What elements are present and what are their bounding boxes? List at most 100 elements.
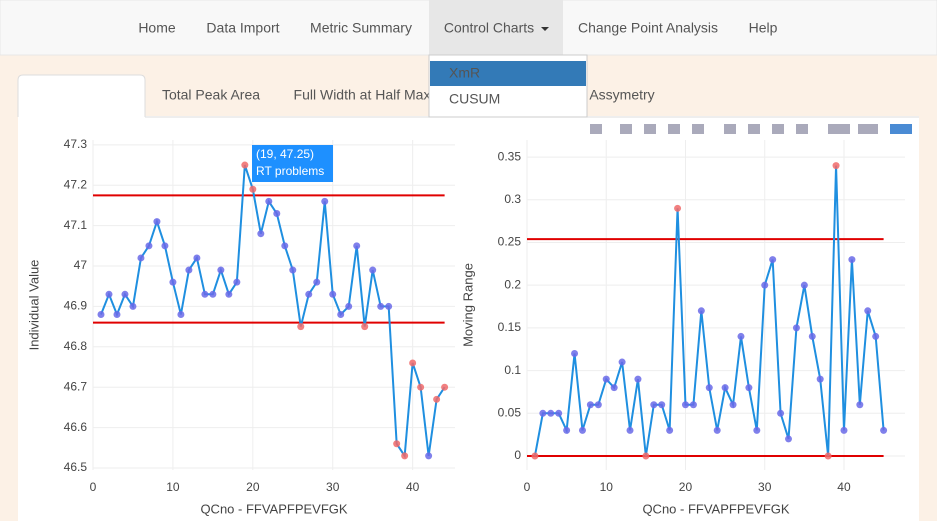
point[interactable] [185,266,193,274]
point[interactable] [689,401,697,409]
point[interactable] [201,290,209,298]
point[interactable] [401,452,409,460]
point[interactable] [602,375,610,383]
point[interactable] [153,218,161,226]
point[interactable] [618,358,626,366]
point[interactable] [441,383,449,391]
point[interactable] [177,310,185,318]
point[interactable] [225,290,233,298]
point[interactable] [169,278,177,286]
nav-item[interactable]: Change Point Analysis [578,20,718,36]
point[interactable] [713,426,721,434]
point[interactable] [610,384,618,392]
point[interactable] [121,290,129,298]
point[interactable] [353,242,361,250]
point[interactable] [840,426,848,434]
point[interactable] [233,278,241,286]
point[interactable] [297,323,305,331]
point[interactable] [241,161,249,169]
point[interactable] [674,204,682,212]
point[interactable] [265,197,273,205]
point[interactable] [737,332,745,340]
point[interactable] [800,281,808,289]
point[interactable] [393,440,401,448]
point[interactable] [578,426,586,434]
point[interactable] [417,383,425,391]
point[interactable] [697,307,705,315]
point[interactable] [808,332,816,340]
point[interactable] [137,254,145,262]
point[interactable] [872,332,880,340]
point[interactable] [658,401,666,409]
point[interactable] [305,290,313,298]
point[interactable] [634,375,642,383]
point[interactable] [377,302,385,310]
point[interactable] [848,256,856,264]
point[interactable] [273,210,281,218]
point[interactable] [369,266,377,274]
nav-item[interactable]: Data Import [206,20,279,36]
point[interactable] [785,435,793,443]
point[interactable] [745,384,753,392]
nav-item[interactable]: Home [138,20,176,36]
point[interactable] [249,185,257,193]
point[interactable] [816,375,824,383]
point[interactable] [666,426,674,434]
tab[interactable]: Full Width at Half Max [294,87,431,103]
point[interactable] [777,409,785,417]
tab[interactable]: Total Peak Area [162,87,260,103]
point[interactable] [586,401,594,409]
point[interactable] [856,401,864,409]
point[interactable] [769,256,777,264]
dropdown-item[interactable]: CUSUM [449,91,500,107]
point[interactable] [792,324,800,332]
point[interactable] [642,452,650,460]
point[interactable] [321,197,329,205]
point[interactable] [547,409,555,417]
point[interactable] [217,266,225,274]
point[interactable] [337,310,345,318]
point[interactable] [433,395,441,403]
point[interactable] [753,426,761,434]
point[interactable] [345,302,353,310]
point[interactable] [145,242,153,250]
point[interactable] [594,401,602,409]
point[interactable] [705,384,713,392]
point[interactable] [880,426,888,434]
point[interactable] [563,426,571,434]
point[interactable] [571,350,579,358]
point[interactable] [361,323,369,331]
point[interactable] [721,384,729,392]
point[interactable] [281,242,289,250]
point[interactable] [425,452,433,460]
point[interactable] [313,278,321,286]
point[interactable] [832,162,840,170]
point[interactable] [761,281,769,289]
point[interactable] [409,359,417,367]
point[interactable] [729,401,737,409]
point[interactable] [864,307,872,315]
tab[interactable]: Assymetry [589,87,654,103]
point[interactable] [129,302,137,310]
point[interactable] [97,310,105,318]
point[interactable] [539,409,547,417]
point[interactable] [161,242,169,250]
point[interactable] [385,302,393,310]
point[interactable] [113,310,121,318]
point[interactable] [681,401,689,409]
point[interactable] [626,426,634,434]
point[interactable] [531,452,539,460]
nav-item[interactable]: Control Charts [444,20,534,36]
point[interactable] [257,230,265,238]
nav-item[interactable]: Help [749,20,778,36]
point[interactable] [329,290,337,298]
point[interactable] [289,266,297,274]
point[interactable] [193,254,201,262]
point[interactable] [555,409,563,417]
nav-item[interactable]: Metric Summary [310,20,412,36]
point[interactable] [105,290,113,298]
point[interactable] [824,452,832,460]
dropdown-item[interactable]: XmR [449,65,480,81]
point[interactable] [209,290,217,298]
point[interactable] [650,401,658,409]
